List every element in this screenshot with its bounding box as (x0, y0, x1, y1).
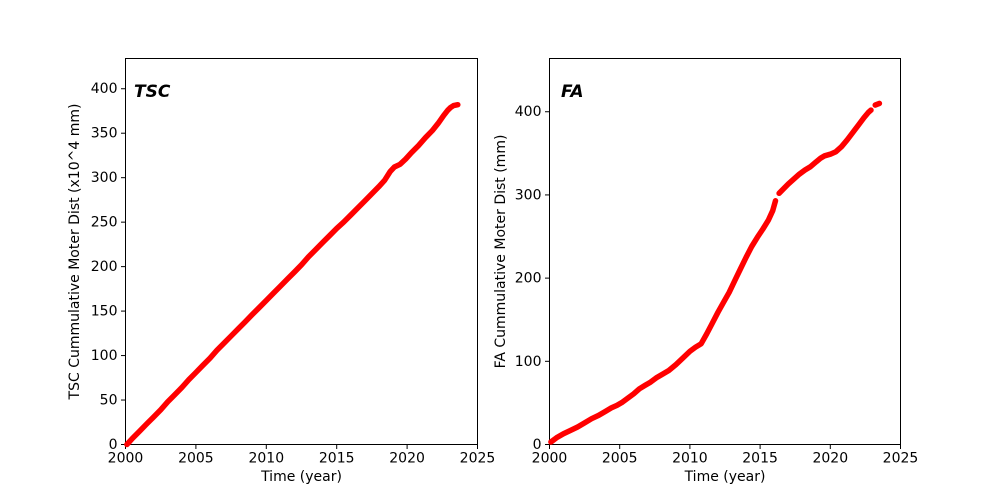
y-tick-label: 150 (91, 304, 118, 320)
y-tick-label: 100 (91, 348, 118, 364)
tsc-yaxis-label: TSC Cummulative Moter Dist (x10^4 mm) (67, 104, 83, 401)
y-tick-label: 400 (515, 104, 542, 120)
x-tick-label: 2020 (389, 451, 425, 467)
x-tick-label: 2020 (812, 451, 848, 467)
y-tick-label: 0 (533, 437, 542, 453)
y-tick-label: 400 (91, 81, 118, 97)
fa-yaxis-label: FA Cummulative Moter Dist (mm) (493, 135, 509, 369)
fa-annotation: FA (561, 82, 584, 102)
x-tick-label: 2025 (883, 451, 919, 467)
x-tick-label: 2015 (742, 451, 778, 467)
y-tick-label: 300 (91, 170, 118, 186)
x-tick-label: 2010 (672, 451, 708, 467)
x-tick-label: 2025 (460, 451, 496, 467)
x-tick-label: 2000 (532, 451, 568, 467)
y-tick-label: 200 (515, 271, 542, 287)
tsc-annotation: TSC (134, 82, 171, 102)
y-tick-label: 250 (91, 215, 118, 231)
y-tick-label: 350 (91, 126, 118, 142)
data-series (776, 107, 874, 197)
y-tick-label: 100 (515, 354, 542, 370)
fa-chart: Time (year) FA Cummulative Moter Dist (m… (493, 58, 919, 485)
y-tick-label: 300 (515, 187, 542, 203)
x-tick-label: 2005 (602, 451, 638, 467)
data-series (872, 100, 883, 108)
axes-frame (125, 58, 478, 445)
tsc-chart: Time (year) TSC Cummulative Moter Dist (… (67, 58, 496, 485)
y-tick-label: 0 (109, 437, 118, 453)
data-series (124, 101, 461, 448)
x-tick-label: 2010 (248, 451, 284, 467)
fa-xaxis-label: Time (year) (684, 469, 766, 485)
data-series (548, 198, 779, 445)
x-tick-label: 2005 (178, 451, 214, 467)
y-tick-label: 200 (91, 259, 118, 275)
x-tick-label: 2000 (108, 451, 144, 467)
axes-frame (549, 58, 901, 445)
tsc-xaxis-label: Time (year) (260, 469, 342, 485)
x-tick-label: 2015 (319, 451, 355, 467)
y-tick-label: 50 (100, 393, 118, 409)
